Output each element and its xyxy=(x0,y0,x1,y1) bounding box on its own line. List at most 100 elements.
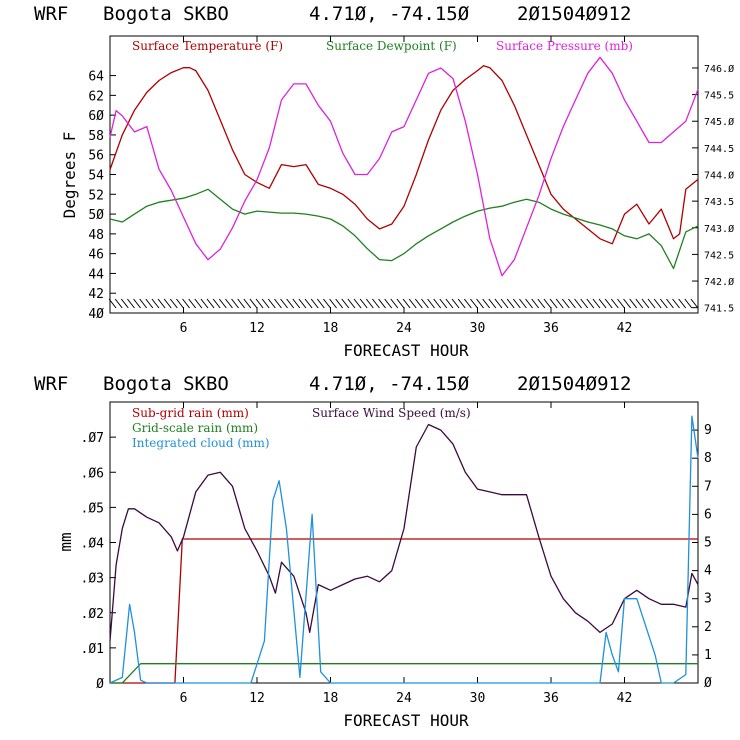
wind-barb xyxy=(427,298,435,309)
wind-barbs-row xyxy=(108,298,699,309)
wind-barb xyxy=(151,298,160,309)
wind-barb xyxy=(629,298,638,309)
wind-barb xyxy=(396,298,405,309)
y-tick-label: .Ø7 xyxy=(81,431,104,446)
wind-barb xyxy=(549,298,558,309)
y-tick-label: 58 xyxy=(88,129,104,144)
wind-barb xyxy=(598,298,607,309)
panel1-init-time: 2Ø1504Ø912 xyxy=(517,3,631,25)
y2-tick-label: 9 xyxy=(704,423,712,438)
x-tick-label: 24 xyxy=(396,691,412,706)
y-tick-label: 54 xyxy=(88,169,104,184)
y-tick-label: 48 xyxy=(88,228,104,243)
y-tick-label: .Ø1 xyxy=(81,642,104,657)
x-tick-label: 6 xyxy=(180,321,188,336)
series-surface-dewpoint-f xyxy=(109,188,699,270)
wind-barb xyxy=(568,298,576,309)
series-grid-scale-rain-mm xyxy=(110,663,698,684)
wind-barb xyxy=(365,298,374,309)
y2-tick-label: 6 xyxy=(704,507,712,522)
y-tick-label: 64 xyxy=(88,70,104,85)
panel2-station: Bogota SKBO xyxy=(103,373,229,395)
wind-barb xyxy=(543,298,552,309)
wind-barb xyxy=(476,298,484,309)
panel2-model: WRF xyxy=(34,373,68,395)
y-tick-label: 56 xyxy=(88,149,104,164)
wind-barb xyxy=(623,298,631,309)
wind-barb xyxy=(286,298,295,309)
wind-barb xyxy=(114,298,123,309)
y2-tick-label: 743.Ø xyxy=(704,223,734,235)
y-tick-label: 4Ø xyxy=(88,307,104,322)
y2-tick-label: 741.5 xyxy=(704,304,734,315)
wind-barb xyxy=(163,298,172,309)
wind-barb xyxy=(592,298,601,309)
panel2-x-ticks: 6 12 18 24 30 36 42 xyxy=(180,402,632,706)
wind-barb xyxy=(261,298,270,309)
y2-tick-label: 742.5 xyxy=(704,250,734,261)
y-tick-label: .Ø6 xyxy=(81,466,104,481)
x-tick-label: 18 xyxy=(323,321,339,336)
panel1-x-axis-label: FORECAST HOUR xyxy=(343,341,469,360)
wind-barb xyxy=(341,298,350,309)
wind-barb xyxy=(482,298,491,309)
x-tick-label: 24 xyxy=(396,321,412,336)
y2-tick-label: 2 xyxy=(704,620,712,635)
wind-barb xyxy=(145,298,154,309)
wind-barb xyxy=(519,298,527,309)
wind-barb xyxy=(316,298,325,309)
y-tick-label: .Ø3 xyxy=(81,572,104,587)
wind-barb xyxy=(108,298,117,309)
panel-temperature: WRF Bogota SKBO 4.71Ø, -74.15Ø 2Ø1504Ø91… xyxy=(34,3,734,360)
wind-barb xyxy=(690,298,699,309)
wind-barb xyxy=(470,298,478,309)
wind-barb xyxy=(451,298,460,309)
wind-barb xyxy=(574,298,582,309)
legend-integrated-cloud: Integrated cloud (mm) xyxy=(132,436,270,450)
y2-tick-label: 8 xyxy=(704,451,712,466)
panel1-model: WRF xyxy=(34,3,68,25)
wind-barb xyxy=(421,298,429,309)
x-tick-label: 42 xyxy=(617,321,633,336)
panel1-x-ticks: 6 12 18 24 30 36 42 xyxy=(180,36,633,336)
wind-barb xyxy=(176,298,184,309)
x-tick-label: 18 xyxy=(323,691,339,706)
wind-barb xyxy=(678,298,687,309)
y2-tick-label: 742.Ø xyxy=(704,276,734,288)
wind-barb xyxy=(335,298,344,309)
wind-barb xyxy=(372,298,380,309)
legend-grid-scale-rain: Grid-scale rain (mm) xyxy=(132,421,258,435)
x-tick-label: 30 xyxy=(470,321,486,336)
panel2-series xyxy=(109,415,699,684)
wind-barb xyxy=(512,298,521,309)
panel1-y-axis-label: Degrees F xyxy=(60,132,79,219)
y2-tick-label: 745.5 xyxy=(704,91,734,102)
x-tick-label: 36 xyxy=(543,321,559,336)
wind-barb xyxy=(243,298,252,309)
wind-barb xyxy=(280,298,288,309)
wind-barb xyxy=(610,298,619,309)
panel1-right-ticks: 741.5 742.Ø 742.5 743.Ø 743.5 744.Ø 744.5 745.Ø… xyxy=(692,63,734,315)
wind-barb xyxy=(378,298,386,309)
y2-tick-label: 744.5 xyxy=(704,144,734,155)
wind-barb xyxy=(384,298,393,309)
wind-barb xyxy=(267,298,276,309)
series-surface-wind-speed-m-s xyxy=(109,423,699,641)
legend-surface-dewpoint: Surface Dewpoint (F) xyxy=(326,39,457,53)
series-integrated-cloud-mm xyxy=(109,415,699,684)
wind-barb xyxy=(298,298,307,309)
y2-tick-label: 746.Ø xyxy=(704,63,734,75)
wind-barb xyxy=(200,298,209,309)
panel1-frame xyxy=(109,35,699,314)
panel2-right-ticks: Ø 1 2 3 4 5 6 7 8 9 xyxy=(692,423,712,691)
wind-barb xyxy=(672,298,680,309)
wind-barb xyxy=(188,298,197,309)
wind-barb xyxy=(586,298,595,309)
wind-barb xyxy=(525,298,533,309)
wind-barb xyxy=(555,298,564,309)
y2-tick-label: Ø xyxy=(704,676,712,691)
y2-tick-label: 7 xyxy=(704,479,712,494)
wind-barb xyxy=(194,298,203,309)
wind-barb xyxy=(647,298,656,309)
